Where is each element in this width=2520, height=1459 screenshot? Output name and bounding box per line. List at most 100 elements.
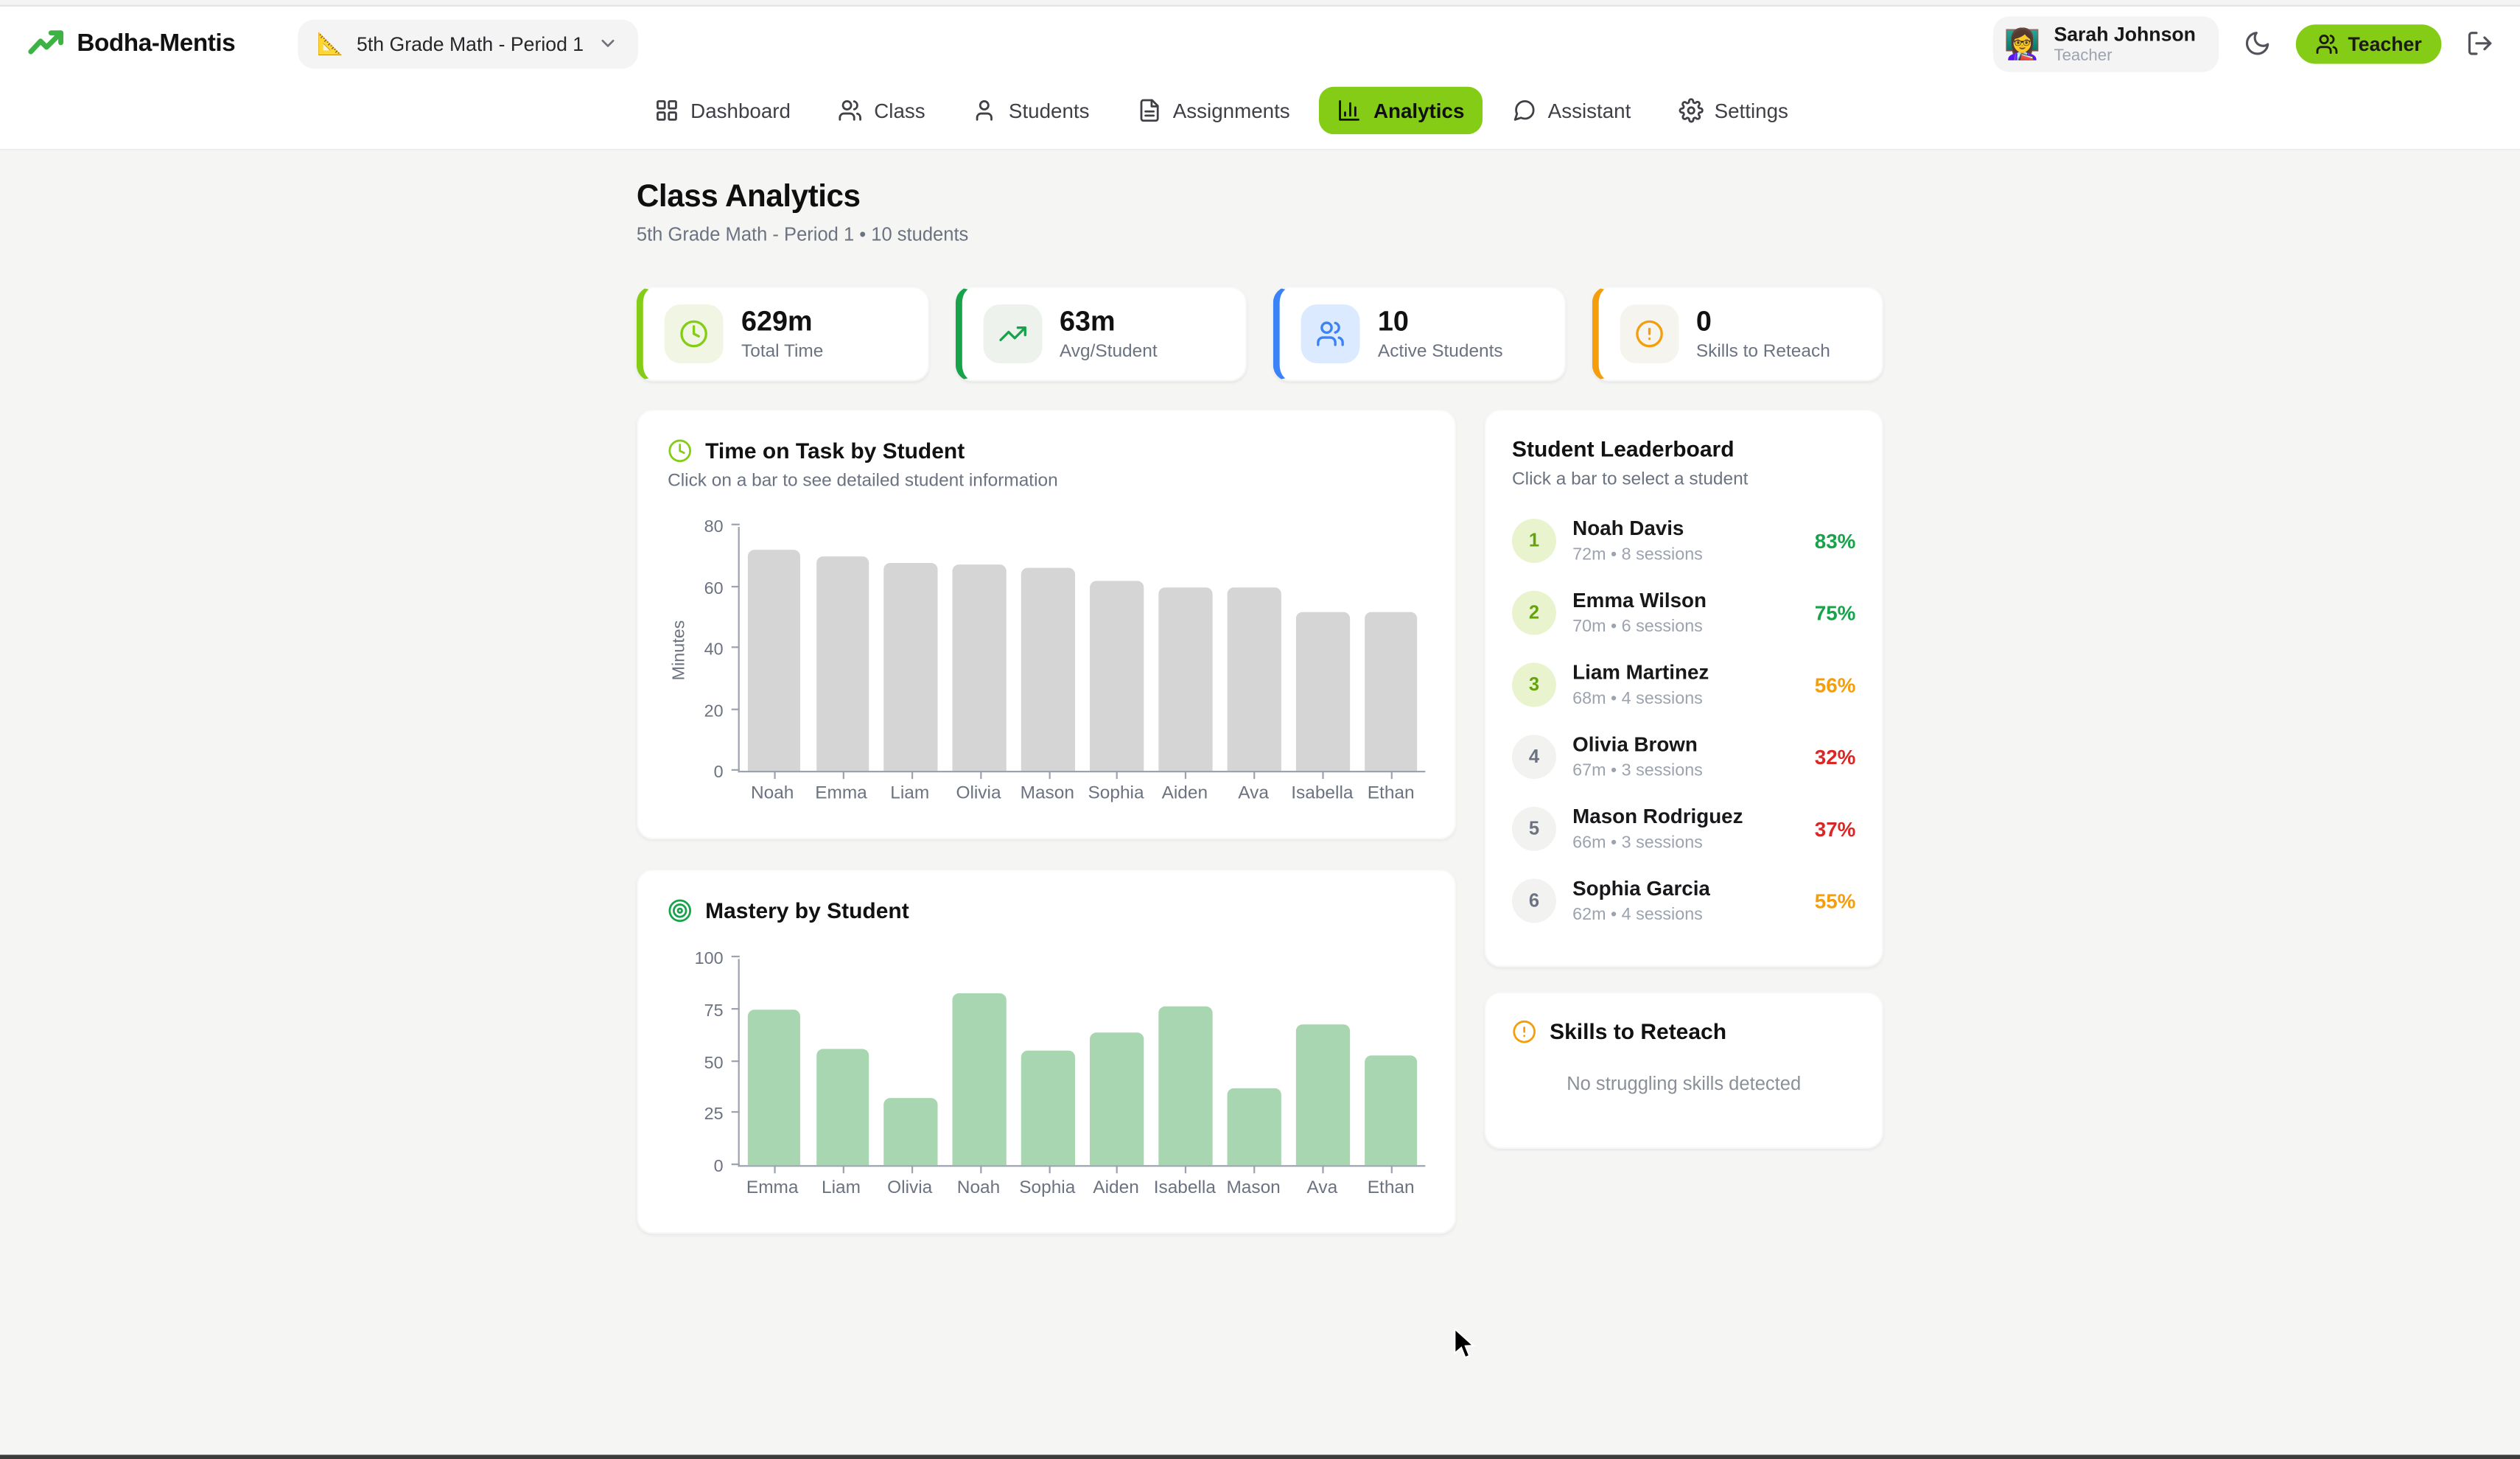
x-tick-isabella: Isabella: [1291, 783, 1354, 804]
rank-badge: 2: [1511, 590, 1556, 635]
users-icon: [838, 98, 862, 122]
time-on-task-by-student-bar-emma[interactable]: [816, 556, 869, 771]
bar-chart-icon: [1337, 98, 1362, 122]
time-on-task-by-student-bar-mason[interactable]: [1021, 568, 1075, 771]
student-name: Mason Rodriguez: [1572, 805, 1743, 828]
x-tick-ethan: Ethan: [1367, 1178, 1415, 1198]
stat-cards-row: 629m Total Time 63m Avg/Student 10 Active Stu…: [636, 286, 1884, 382]
x-tick-noah: Noah: [956, 1178, 1001, 1198]
student-leaderboard-card: Student Leaderboard Click a bar to selec…: [1484, 409, 1884, 968]
app-header: Bodha-Mentis 📐 5th Grade Math - Period 1…: [0, 6, 2520, 80]
teacher-badge[interactable]: Teacher: [2295, 24, 2442, 63]
student-name: Liam Martinez: [1572, 661, 1709, 685]
user-menu[interactable]: 👩‍🏫 Sarah Johnson Teacher: [1992, 15, 2219, 71]
time-on-task-by-student-bar-sophia[interactable]: [1090, 580, 1144, 771]
mastery-chart-title: Mastery by Student: [705, 898, 909, 923]
tab-students[interactable]: Students: [955, 87, 1107, 134]
page-title: Class Analytics: [636, 180, 861, 214]
mastery-by-student-bar-aiden[interactable]: [1090, 1032, 1144, 1166]
mastery-percent: 75%: [1814, 601, 1856, 625]
leaderboard-row-olivia-brown[interactable]: 4 Olivia Brown 67m • 3 sessions 32%: [1511, 733, 1855, 780]
header-right: 👩‍🏫 Sarah Johnson Teacher Teacher: [1992, 15, 2493, 71]
mastery-by-student-bar-emma[interactable]: [747, 1009, 801, 1166]
y-tick: 40: [704, 640, 724, 659]
user-avatar: 👩‍🏫: [2003, 27, 2041, 60]
leaderboard-row-noah-davis[interactable]: 1 Noah Davis 72m • 8 sessions 83%: [1511, 517, 1856, 564]
time-on-task-by-student-bar-noah[interactable]: [747, 550, 801, 771]
mastery-percent: 55%: [1814, 889, 1856, 913]
x-tick-mason: Mason: [1226, 1178, 1281, 1198]
dark-mode-toggle[interactable]: [2243, 29, 2271, 57]
tab-settings[interactable]: Settings: [1660, 87, 1806, 134]
class-selector-label: 5th Grade Math - Period 1: [357, 32, 584, 55]
mastery-percent: 83%: [1814, 529, 1856, 553]
mastery-by-student-bar-ethan[interactable]: [1364, 1054, 1418, 1166]
x-tick-aiden: Aiden: [1161, 783, 1208, 804]
y-axis-label: Minutes: [669, 619, 689, 680]
clock-icon: [668, 438, 692, 463]
leaderboard-row-liam-martinez[interactable]: 3 Liam Martinez 68m • 4 sessions 56%: [1511, 661, 1855, 709]
alert-circle-icon: [1512, 1020, 1536, 1044]
x-tick-sophia: Sophia: [1088, 783, 1144, 804]
logout-button[interactable]: [2466, 29, 2494, 57]
student-meta: 68m • 4 sessions: [1572, 688, 1703, 709]
y-tick: 100: [694, 949, 724, 969]
leaderboard-subtitle: Click a bar to select a student: [1511, 469, 1749, 490]
student-meta: 66m • 3 sessions: [1572, 833, 1703, 853]
stat-value: 0: [1695, 306, 1712, 337]
skills-empty-state: No struggling skills detected: [1567, 1075, 1802, 1095]
leaderboard-row-emma-wilson[interactable]: 2 Emma Wilson 70m • 6 sessions 75%: [1511, 589, 1856, 637]
mastery-by-student-bar-liam[interactable]: [816, 1049, 869, 1166]
leaderboard-row-mason-rodriguez[interactable]: 5 Mason Rodriguez 66m • 3 sessions 37%: [1511, 805, 1855, 853]
user-name: Sarah Johnson: [2054, 21, 2196, 46]
time-on-task-by-student-bar-isabella[interactable]: [1295, 611, 1350, 771]
student-name: Emma Wilson: [1572, 589, 1707, 612]
stat-value: 10: [1377, 306, 1409, 337]
x-tick-aiden: Aiden: [1093, 1178, 1139, 1198]
mouse-cursor: [1453, 1329, 1476, 1361]
chevron-down-icon: [597, 32, 618, 54]
student-meta: 62m • 4 sessions: [1572, 905, 1703, 925]
time-on-task-by-student-bar-ava[interactable]: [1227, 587, 1281, 771]
users-icon: [2315, 32, 2338, 55]
tab-analytics[interactable]: Analytics: [1319, 86, 1483, 135]
y-tick: 0: [713, 762, 724, 783]
mastery-by-student-bar-noah[interactable]: [953, 993, 1007, 1166]
chat-bubble-icon: [1512, 98, 1536, 122]
teacher-badge-label: Teacher: [2348, 32, 2422, 55]
stat-value: 629m: [741, 306, 813, 337]
tab-assignments[interactable]: Assignments: [1119, 87, 1308, 134]
x-tick-mason: Mason: [1020, 783, 1074, 804]
page-subtitle: 5th Grade Math - Period 1 • 10 students: [636, 225, 969, 246]
x-tick-emma: Emma: [746, 1178, 799, 1198]
mastery-by-student-bar-mason[interactable]: [1227, 1088, 1281, 1166]
mastery-by-student-bar-isabella[interactable]: [1158, 1007, 1212, 1166]
stat-card-avg-student: 63m Avg/Student: [954, 286, 1247, 382]
time-on-task-by-student-bar-aiden[interactable]: [1158, 587, 1212, 771]
stat-label: Avg/Student: [1059, 342, 1158, 362]
time-on-task-by-student-bar-ethan[interactable]: [1364, 611, 1418, 771]
time-on-task-by-student-bar-liam[interactable]: [884, 561, 938, 771]
mastery-by-student-bar-olivia[interactable]: [884, 1098, 938, 1166]
student-name: Sophia Garcia: [1572, 877, 1710, 900]
clock-icon: [664, 304, 724, 364]
target-icon: [668, 898, 692, 923]
stat-value: 63m: [1059, 306, 1116, 337]
time-on-task-by-student-bar-olivia[interactable]: [953, 565, 1007, 771]
file-text-icon: [1137, 98, 1161, 122]
window-bottom-strip: [0, 1455, 2520, 1459]
student-meta: 70m • 6 sessions: [1572, 617, 1703, 637]
main-content: Class Analytics 5th Grade Math - Period …: [636, 150, 1884, 1234]
stat-card-active-students: 10 Active Students: [1273, 286, 1566, 382]
tab-dashboard[interactable]: Dashboard: [637, 87, 809, 134]
nav-label: Settings: [1714, 99, 1788, 122]
mastery-by-student-bar-ava[interactable]: [1295, 1024, 1350, 1166]
tab-assistant[interactable]: Assistant: [1494, 87, 1648, 134]
nav-label: Assignments: [1172, 99, 1290, 122]
y-tick: 80: [704, 517, 724, 537]
tab-class[interactable]: Class: [820, 87, 943, 134]
mastery-by-student-bar-sophia[interactable]: [1021, 1051, 1075, 1166]
y-tick: 50: [704, 1053, 724, 1073]
leaderboard-row-sophia-garcia[interactable]: 6 Sophia Garcia 62m • 4 sessions 55%: [1511, 877, 1856, 925]
class-selector[interactable]: 📐 5th Grade Math - Period 1: [297, 18, 638, 69]
